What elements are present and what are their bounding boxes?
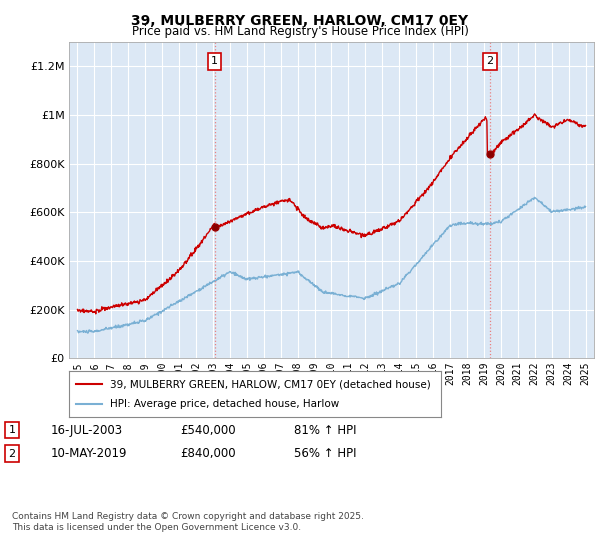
- Text: 2: 2: [8, 449, 16, 459]
- Text: 56% ↑ HPI: 56% ↑ HPI: [294, 447, 356, 460]
- Text: Contains HM Land Registry data © Crown copyright and database right 2025.
This d: Contains HM Land Registry data © Crown c…: [12, 512, 364, 532]
- Text: 16-JUL-2003: 16-JUL-2003: [51, 423, 123, 437]
- Text: HPI: Average price, detached house, Harlow: HPI: Average price, detached house, Harl…: [110, 399, 339, 409]
- Text: 1: 1: [211, 57, 218, 67]
- Text: 81% ↑ HPI: 81% ↑ HPI: [294, 423, 356, 437]
- Text: Price paid vs. HM Land Registry's House Price Index (HPI): Price paid vs. HM Land Registry's House …: [131, 25, 469, 38]
- Text: 39, MULBERRY GREEN, HARLOW, CM17 0EY (detached house): 39, MULBERRY GREEN, HARLOW, CM17 0EY (de…: [110, 379, 431, 389]
- Text: 2: 2: [487, 57, 494, 67]
- Text: 1: 1: [8, 425, 16, 435]
- Text: 39, MULBERRY GREEN, HARLOW, CM17 0EY: 39, MULBERRY GREEN, HARLOW, CM17 0EY: [131, 14, 469, 28]
- Text: £540,000: £540,000: [180, 423, 236, 437]
- Text: £840,000: £840,000: [180, 447, 236, 460]
- Text: 10-MAY-2019: 10-MAY-2019: [51, 447, 128, 460]
